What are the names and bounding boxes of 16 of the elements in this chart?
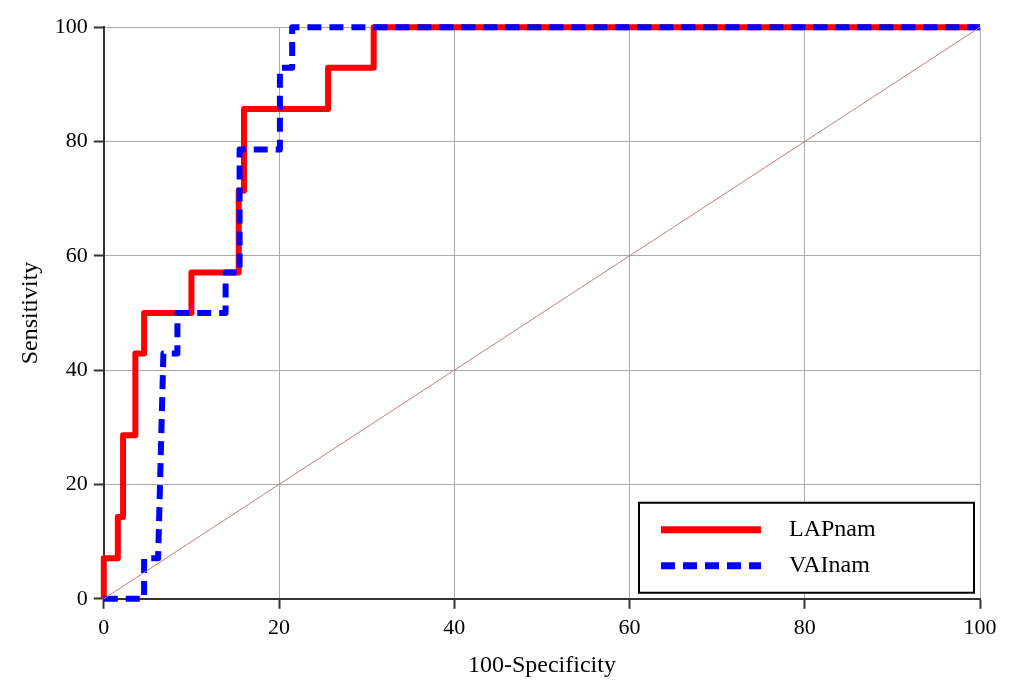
legend-label: VAInam <box>789 551 871 578</box>
y-tick-label: 80 <box>65 127 88 153</box>
x-tick-label: 60 <box>618 613 641 639</box>
x-tick-label: 100 <box>963 613 997 639</box>
y-tick-label: 20 <box>65 470 88 496</box>
y-tick-label: 60 <box>65 241 88 267</box>
y-axis-title: Sensitivity <box>15 261 42 365</box>
x-tick-label: 40 <box>443 613 466 639</box>
legend-label: LAPnam <box>789 515 876 542</box>
y-tick-label: 100 <box>54 12 88 38</box>
x-tick-label: 20 <box>268 613 291 639</box>
x-tick-label: 80 <box>793 613 816 639</box>
y-tick-label: 0 <box>76 584 88 610</box>
x-tick-label: 0 <box>98 613 110 639</box>
x-axis-title: 100-Specificity <box>467 650 616 677</box>
y-tick-label: 40 <box>65 355 88 381</box>
